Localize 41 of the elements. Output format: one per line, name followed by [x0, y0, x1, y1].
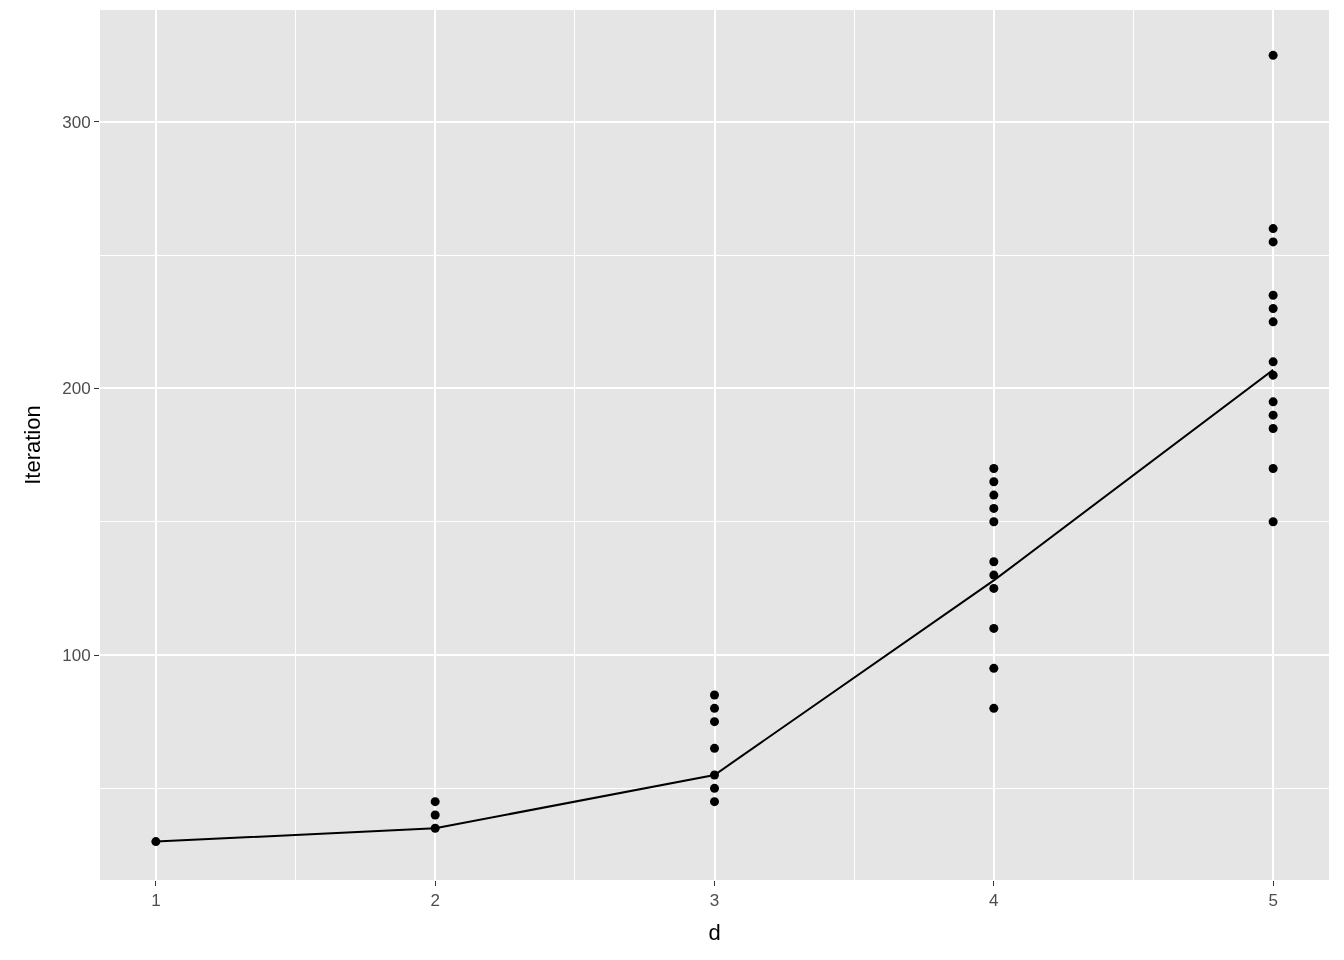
x-tick-label: 1 — [151, 891, 161, 911]
point — [989, 477, 999, 487]
x-tick-label: 5 — [1268, 891, 1278, 911]
point — [710, 783, 719, 793]
point — [430, 810, 440, 820]
y-tick-label: 300 — [62, 112, 91, 132]
point — [989, 703, 999, 713]
point — [1268, 237, 1278, 247]
point — [710, 717, 719, 727]
point — [1268, 290, 1278, 300]
point — [1268, 357, 1278, 367]
point — [989, 503, 999, 513]
point — [989, 463, 999, 473]
point — [1268, 517, 1278, 527]
point — [710, 743, 719, 753]
point — [710, 797, 719, 807]
point — [1268, 423, 1278, 433]
point — [1268, 224, 1278, 234]
point — [989, 557, 999, 567]
point — [1268, 410, 1278, 420]
x-tick-label: 3 — [709, 891, 720, 911]
point — [710, 703, 719, 713]
point — [1268, 304, 1278, 314]
point — [1268, 50, 1278, 60]
point — [989, 583, 999, 593]
point — [1268, 397, 1278, 407]
point — [989, 490, 999, 500]
point — [989, 517, 999, 527]
point — [710, 690, 719, 700]
point — [989, 663, 999, 673]
y-tick-label: 100 — [62, 645, 91, 665]
point — [1268, 463, 1278, 473]
x-tick-label: 2 — [430, 891, 440, 911]
x-tick-label: 4 — [989, 891, 999, 911]
point — [1268, 317, 1278, 327]
point — [989, 623, 999, 633]
point — [430, 797, 440, 807]
point — [1268, 370, 1278, 380]
y-tick-label: 200 — [62, 379, 91, 399]
y-axis-title: Iteration — [20, 405, 46, 485]
x-axis-title: d — [708, 920, 721, 946]
